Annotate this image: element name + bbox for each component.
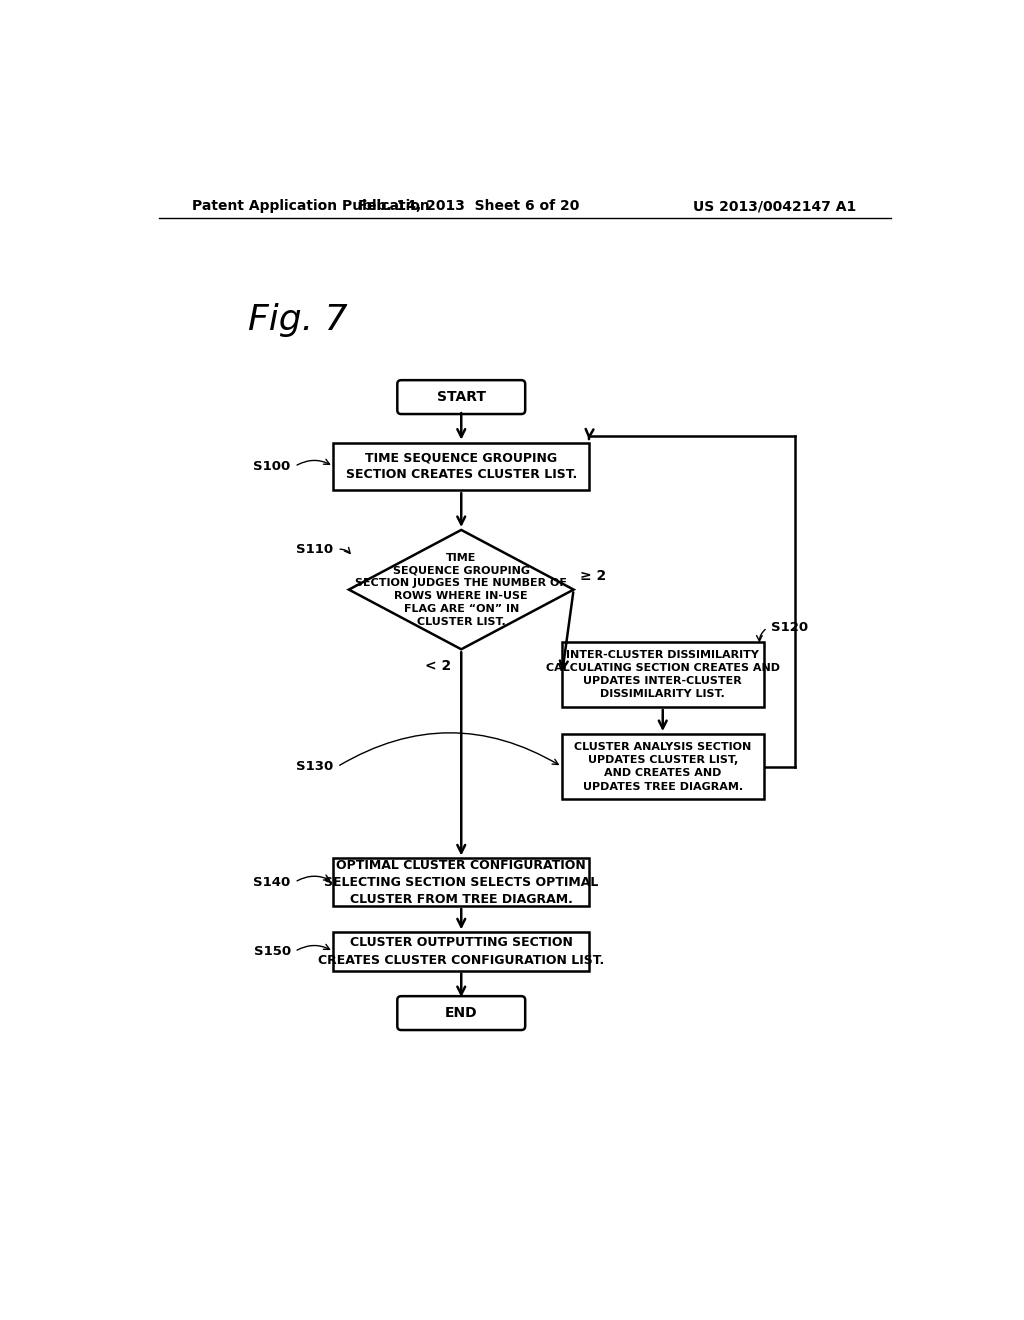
Text: S110: S110: [296, 543, 334, 556]
Text: S130: S130: [296, 760, 334, 774]
Text: US 2013/0042147 A1: US 2013/0042147 A1: [693, 199, 856, 213]
Text: Patent Application Publication: Patent Application Publication: [191, 199, 429, 213]
FancyBboxPatch shape: [397, 997, 525, 1030]
Text: ≥ 2: ≥ 2: [580, 569, 606, 583]
Text: TIME SEQUENCE GROUPING
SECTION CREATES CLUSTER LIST.: TIME SEQUENCE GROUPING SECTION CREATES C…: [346, 451, 577, 482]
Text: < 2: < 2: [425, 659, 452, 672]
Text: Fig. 7: Fig. 7: [248, 304, 348, 337]
Text: OPTIMAL CLUSTER CONFIGURATION
SELECTING SECTION SELECTS OPTIMAL
CLUSTER FROM TRE: OPTIMAL CLUSTER CONFIGURATION SELECTING …: [324, 859, 598, 906]
Text: END: END: [445, 1006, 477, 1020]
Text: Feb. 14, 2013  Sheet 6 of 20: Feb. 14, 2013 Sheet 6 of 20: [358, 199, 580, 213]
Text: CLUSTER ANALYSIS SECTION
UPDATES CLUSTER LIST,
AND CREATES AND
UPDATES TREE DIAG: CLUSTER ANALYSIS SECTION UPDATES CLUSTER…: [574, 742, 752, 792]
Text: S150: S150: [254, 945, 291, 958]
Text: START: START: [437, 391, 485, 404]
Polygon shape: [349, 529, 573, 649]
Text: CLUSTER OUTPUTTING SECTION
CREATES CLUSTER CONFIGURATION LIST.: CLUSTER OUTPUTTING SECTION CREATES CLUST…: [318, 936, 604, 966]
Bar: [334, 858, 589, 906]
Bar: [562, 734, 764, 800]
Text: INTER-CLUSTER DISSIMILARITY
CALCULATING SECTION CREATES AND
UPDATES INTER-CLUSTE: INTER-CLUSTER DISSIMILARITY CALCULATING …: [546, 649, 779, 700]
FancyBboxPatch shape: [397, 380, 525, 414]
Text: TIME
SEQUENCE GROUPING
SECTION JUDGES THE NUMBER OF
ROWS WHERE IN-USE
FLAG ARE “: TIME SEQUENCE GROUPING SECTION JUDGES TH…: [355, 553, 567, 627]
Bar: [562, 642, 764, 708]
Bar: [334, 932, 589, 970]
Text: S120: S120: [771, 622, 808, 634]
Text: S100: S100: [254, 459, 291, 473]
Bar: [334, 442, 589, 490]
Text: S140: S140: [254, 875, 291, 888]
